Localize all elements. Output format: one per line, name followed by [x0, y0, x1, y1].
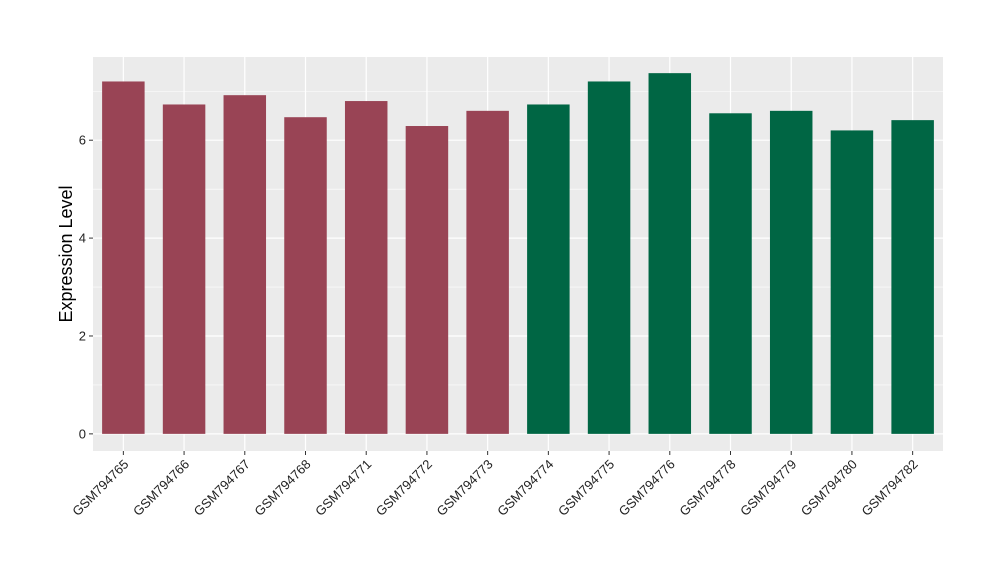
bar [891, 120, 934, 434]
x-tick-label: GSM794776 [616, 457, 678, 519]
y-tick-label: 2 [79, 328, 86, 343]
x-tick-label: GSM794771 [312, 457, 374, 519]
x-tick-label: GSM794782 [859, 457, 921, 519]
x-axis: GSM794765GSM794766GSM794767GSM794768GSM7… [69, 451, 921, 519]
y-tick-label: 4 [79, 231, 86, 246]
x-tick-label: GSM794768 [251, 457, 313, 519]
y-axis-title: Expression Level [56, 185, 76, 322]
bar [162, 104, 206, 434]
bar [769, 110, 813, 434]
bar [648, 73, 692, 434]
bars [102, 73, 934, 434]
x-tick-label: GSM794778 [676, 457, 738, 519]
y-tick-label: 0 [79, 426, 86, 441]
x-tick-label: GSM794774 [494, 457, 556, 519]
y-axis: 0 2 4 6 [79, 133, 93, 441]
bar [102, 81, 145, 434]
bar [344, 101, 388, 434]
bar [466, 110, 509, 434]
x-tick-label: GSM794775 [555, 457, 617, 519]
bar [709, 113, 752, 434]
bar [223, 95, 267, 434]
bar [405, 126, 449, 434]
x-tick-label: GSM794767 [191, 457, 253, 519]
x-tick-label: GSM794765 [69, 457, 131, 519]
bar [527, 104, 570, 434]
bar [587, 81, 631, 434]
x-tick-label: GSM794766 [130, 457, 192, 519]
x-tick-label: GSM794779 [737, 457, 799, 519]
bar [830, 130, 874, 434]
x-tick-label: GSM794780 [798, 457, 860, 519]
x-tick-label: GSM794773 [434, 457, 496, 519]
x-tick-label: GSM794772 [373, 457, 435, 519]
y-tick-label: 6 [79, 133, 86, 148]
plot-panel [93, 57, 943, 451]
bar [284, 117, 327, 434]
